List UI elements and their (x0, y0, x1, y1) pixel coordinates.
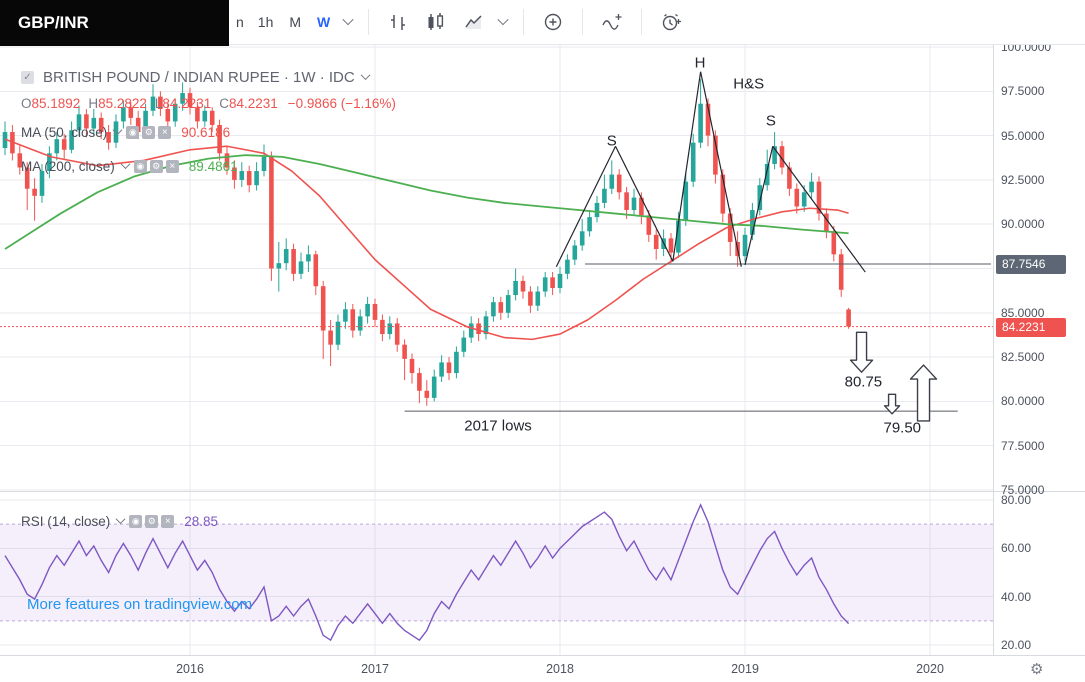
time-axis-label: 2017 (361, 662, 389, 676)
gear-icon[interactable] (149, 160, 163, 173)
chart-plot-area[interactable] (0, 0, 993, 660)
price-axis[interactable]: 100.0000 97.5000 95.0000 92.5000 90.0000 85.0… (993, 40, 1085, 655)
ma50-chevron-down-icon[interactable] (112, 124, 123, 135)
pane-divider[interactable] (0, 491, 1085, 492)
price-level-badge: 84.2231 (996, 317, 1066, 337)
ma50-label[interactable]: MA (50, close) (21, 125, 108, 140)
close-icon[interactable] (165, 160, 179, 173)
chart-style-chevron-down-icon[interactable] (497, 13, 509, 25)
ma50-legend-row: MA (50, close) 90.6186 (21, 124, 231, 140)
high-value: 85.2822 (98, 96, 147, 111)
area-chart-style-icon[interactable] (463, 11, 485, 33)
tradingview-watermark-link[interactable]: More features on tradingview.com (27, 596, 253, 613)
toolbar-separator (368, 9, 370, 35)
close-label: C (219, 96, 229, 111)
ohlc-row: O 85.1892 H 85.2822 L 84.2231 C 84.2231 −0.9… (21, 96, 396, 111)
eye-icon[interactable] (129, 515, 143, 528)
indicators-icon[interactable] (601, 11, 623, 33)
interval-button-1h[interactable]: 1h (257, 14, 274, 30)
ma200-label[interactable]: MA (200, close) (21, 159, 115, 174)
interval-chevron-down-icon[interactable] (342, 13, 354, 25)
ma200-legend-row: MA (200, close) 89.4861 (21, 158, 238, 174)
price-axis-label: 90.0000 (1001, 217, 1045, 232)
high-label: H (88, 96, 99, 111)
axis-settings-gear-icon[interactable] (1030, 660, 1043, 678)
rsi-axis-label: 20.00 (1001, 638, 1032, 652)
toolbar-separator (582, 9, 584, 35)
price-axis-label: 75.0000 (1001, 483, 1045, 497)
ma50-value: 90.6186 (181, 125, 231, 140)
change-value: −0.9866 (−1.16%) (287, 96, 396, 111)
down-arrow-annotation[interactable] (849, 331, 874, 373)
time-axis-label: 2019 (731, 662, 759, 676)
gear-icon[interactable] (145, 515, 159, 528)
up-arrow-annotation[interactable] (909, 364, 938, 422)
price-axis-label: 85.0000 (1001, 305, 1045, 320)
rsi-axis-label: 40.00 (1001, 589, 1032, 604)
symbol-search-box[interactable]: GBP/INR (0, 0, 229, 46)
price-axis-label: 77.5000 (1001, 438, 1045, 453)
symbol-legend-title[interactable]: BRITISH POUND / INDIAN RUPEE · 1W · IDC (43, 69, 355, 86)
symbol-legend-row: BRITISH POUND / INDIAN RUPEE · 1W · IDC (21, 69, 374, 86)
eye-icon[interactable] (133, 160, 147, 173)
symbol-title: GBP/INR (18, 13, 89, 32)
ma200-chevron-down-icon[interactable] (120, 158, 131, 169)
time-axis-label: 2016 (176, 662, 204, 676)
interval-button-month[interactable]: M (289, 14, 302, 30)
rsi-chevron-down-icon[interactable] (115, 513, 126, 524)
alert-clock-icon[interactable] (660, 11, 682, 33)
price-axis-label: 82.5000 (1001, 350, 1045, 365)
time-axis[interactable]: 2016 2017 2018 2019 2020 (0, 655, 1085, 682)
time-axis-label: 2020 (916, 662, 944, 676)
toolbar-separator (641, 9, 643, 35)
open-value: 85.1892 (31, 96, 81, 111)
price-axis-label: 92.5000 (1001, 172, 1045, 187)
open-label: O (21, 96, 32, 111)
price-level-badge: 87.7546 (996, 254, 1066, 274)
eye-icon[interactable] (126, 126, 140, 139)
low-value: 84.2231 (162, 96, 212, 111)
price-axis-label: 95.0000 (1001, 128, 1045, 143)
compare-symbol-icon[interactable] (542, 11, 564, 33)
symbol-legend-chevron-down-icon[interactable] (360, 69, 371, 80)
time-axis-label: 2018 (546, 662, 574, 676)
rsi-axis-label: 60.00 (1001, 541, 1032, 556)
close-value: 84.2231 (228, 96, 278, 111)
down-arrow-annotation[interactable] (883, 393, 901, 415)
rsi-label[interactable]: RSI (14, close) (21, 514, 111, 529)
rsi-legend-row: RSI (14, close) 28.85 (21, 513, 219, 529)
toolbar-separator (523, 9, 525, 35)
candlestick-chart-style-icon[interactable] (425, 11, 447, 33)
close-icon[interactable] (161, 515, 175, 528)
price-axis-label: 97.5000 (1001, 84, 1045, 99)
interval-button-partial[interactable]: n (236, 14, 244, 30)
price-axis-label: 80.0000 (1001, 394, 1045, 409)
bar-chart-style-icon[interactable] (387, 11, 409, 33)
symbol-visibility-checkbox-icon[interactable] (21, 71, 34, 84)
rsi-value: 28.85 (184, 514, 219, 529)
rsi-axis-label: 80.00 (1001, 493, 1032, 507)
close-icon[interactable] (158, 126, 172, 139)
ma200-value: 89.4861 (188, 159, 238, 174)
interval-button-week[interactable]: W (317, 14, 331, 30)
gear-icon[interactable] (142, 126, 156, 139)
low-label: L (154, 96, 163, 111)
